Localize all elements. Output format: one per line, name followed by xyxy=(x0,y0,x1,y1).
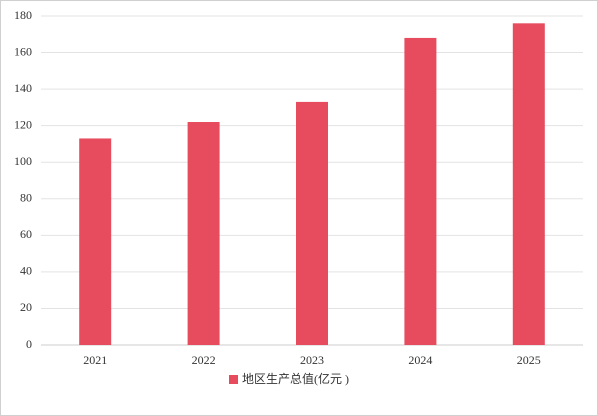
x-tick-label: 2024 xyxy=(408,353,432,367)
y-tick-label: 0 xyxy=(26,337,32,351)
x-tick-label: 2021 xyxy=(83,353,107,367)
y-tick-label: 140 xyxy=(14,81,32,95)
y-tick-label: 160 xyxy=(14,44,32,58)
legend-label: 地区生产总值(亿元 ) xyxy=(242,371,349,386)
x-tick-label: 2022 xyxy=(192,353,216,367)
x-tick-label: 2025 xyxy=(517,353,541,367)
y-tick-label: 80 xyxy=(20,191,32,205)
bar xyxy=(79,138,112,345)
bar xyxy=(512,23,545,346)
y-tick-label: 100 xyxy=(14,154,32,168)
x-tick-label: 2023 xyxy=(300,353,324,367)
bar xyxy=(296,101,328,346)
y-tick-label: 20 xyxy=(20,300,32,314)
bar xyxy=(187,122,220,345)
bar xyxy=(404,37,437,345)
y-tick-label: 60 xyxy=(20,227,32,241)
legend-swatch xyxy=(229,375,238,384)
y-tick-label: 180 xyxy=(14,8,32,22)
y-tick-label: 120 xyxy=(14,117,32,131)
y-tick-label: 40 xyxy=(20,264,32,278)
